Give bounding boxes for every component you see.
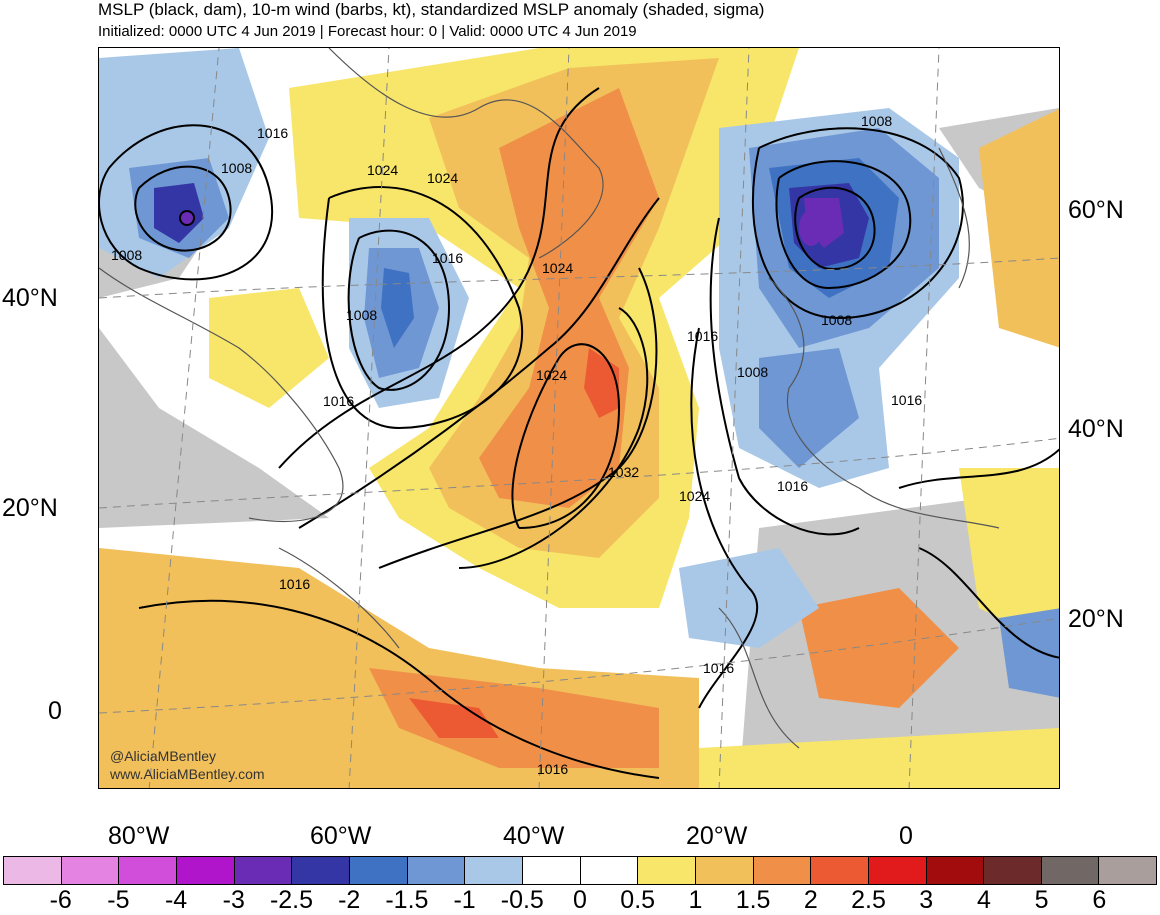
colorbar-tick-label: 6 (1092, 886, 1107, 914)
credit-handle: @AliciaMBentley (110, 748, 217, 764)
isobar-label: 1016 (279, 576, 310, 592)
colorbar-swatch (695, 857, 754, 884)
isobar-label: 1016 (323, 393, 354, 409)
colorbar-tick-label: 0.5 (620, 886, 656, 914)
lon-label: 0 (899, 822, 913, 850)
isobar-label: 1024 (427, 170, 458, 186)
low-center-marker (179, 210, 195, 226)
map-panel: 1016 1008 1024 1024 1008 1016 1008 1024 … (98, 47, 1060, 789)
isobar-label: 1016 (432, 250, 463, 266)
isobar-label: 1016 (257, 125, 288, 141)
colorbar-tick-label: -6 (49, 886, 72, 914)
colorbar-swatch (61, 857, 120, 884)
map-subtitle: Initialized: 0000 UTC 4 Jun 2019 | Forec… (98, 23, 637, 40)
isobar-label: 1032 (608, 464, 639, 480)
lat-label-right: 40°N (1068, 415, 1124, 443)
colorbar-tick-label: -5 (107, 886, 130, 914)
lon-label: 40°W (503, 822, 565, 850)
colorbar-tick-label: 2 (803, 886, 818, 914)
colorbar-swatch (811, 857, 869, 884)
colorbar-swatch (753, 857, 812, 884)
map-title: MSLP (black, dam), 10-m wind (barbs, kt)… (98, 0, 765, 19)
colorbar-swatch (349, 857, 408, 884)
colorbar-swatch (926, 857, 985, 884)
lat-label-left: 40°N (2, 284, 58, 312)
isobar-label: 1008 (111, 247, 142, 263)
isobar-label: 1008 (861, 113, 892, 129)
lat-label-right: 60°N (1068, 196, 1124, 224)
colorbar-tick-label: -2.5 (269, 886, 314, 914)
map-canvas: 1016 1008 1024 1024 1008 1016 1008 1024 … (99, 48, 1059, 788)
lat-label-right: 20°N (1068, 605, 1124, 633)
colorbar-tick-label: 3 (919, 886, 934, 914)
colorbar-swatch (638, 857, 696, 884)
colorbar (3, 856, 1157, 885)
colorbar-swatch (1041, 857, 1100, 884)
colorbar-tick-label: 5 (1034, 886, 1049, 914)
colorbar-tick-label: -1.5 (385, 886, 429, 914)
lon-label: 20°W (686, 822, 748, 850)
isobar-label: 1016 (891, 392, 922, 408)
colorbar-swatch (176, 857, 235, 884)
colorbar-swatch (234, 857, 293, 884)
colorbar-tick-label: -2 (338, 886, 361, 914)
colorbar-swatch (119, 857, 177, 884)
lat-label-left: 0 (48, 697, 62, 725)
isobar-label: 1024 (536, 367, 567, 383)
lon-label: 80°W (108, 822, 170, 850)
lat-label-left: 20°N (2, 494, 58, 522)
colorbar-tick-label: -0.5 (500, 886, 544, 914)
lon-label: 60°W (310, 822, 372, 850)
colorbar-tick-label: 1 (688, 886, 703, 914)
colorbar-tick-label: 1.5 (735, 886, 771, 914)
colorbar-tick-label: -3 (222, 886, 245, 914)
isobar-label: 1016 (703, 660, 734, 676)
isobar-label: 1016 (777, 478, 808, 494)
isobar-label: 1008 (821, 312, 852, 328)
isobar-label: 1024 (542, 260, 573, 276)
isobar-label: 1008 (737, 364, 768, 380)
colorbar-tick-label: -4 (164, 886, 188, 914)
isobar-label: 1008 (346, 307, 377, 323)
isobar-label: 1016 (537, 761, 568, 777)
colorbar-swatch (465, 857, 523, 884)
colorbar-swatch (292, 857, 350, 884)
colorbar-tick-label: 0 (573, 886, 587, 914)
colorbar-swatch (1099, 857, 1157, 884)
low-center-marker (799, 210, 823, 246)
colorbar-swatch (4, 857, 62, 884)
colorbar-tick-label: 4 (976, 886, 991, 914)
colorbar-swatch (580, 857, 639, 884)
colorbar-tick-label: 2.5 (851, 886, 886, 914)
colorbar-swatch (868, 857, 927, 884)
colorbar-swatch (522, 857, 581, 884)
isobar-label: 1016 (687, 328, 718, 344)
isobar-label: 1024 (367, 162, 398, 178)
colorbar-swatch (984, 857, 1042, 884)
colorbar-swatch (407, 857, 466, 884)
isobar-label: 1008 (221, 160, 252, 176)
colorbar-tick-label: -1 (453, 886, 476, 914)
isobar-label: 1024 (679, 488, 710, 504)
credit-site: www.AliciaMBentley.com (110, 766, 265, 782)
